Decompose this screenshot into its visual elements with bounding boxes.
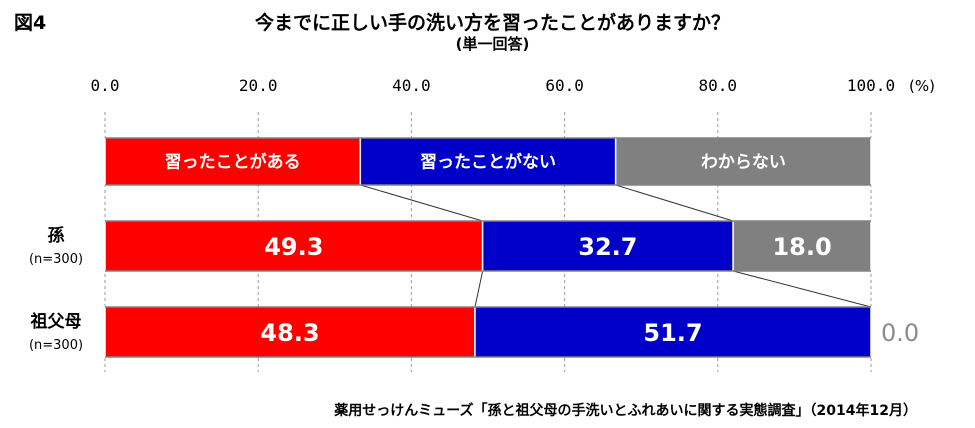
connector-line [475,271,483,307]
category-sample-size: (n=300) [29,338,83,353]
source-note: 薬用せっけんミューズ「孫と祖父母の手洗いとふれあいに関する実態調査」（2014年… [334,400,917,420]
x-tick-label: 40.0 [392,76,431,95]
x-tick-label: 100.0 [847,76,895,95]
x-tick-label: 0.0 [91,76,120,95]
x-tick-label: 20.0 [239,76,278,95]
data-label-zero: 0.0 [881,319,919,347]
connector-line [360,185,482,221]
unit-label: (%) [909,77,935,95]
data-label: 48.3 [260,319,319,347]
x-tick-label: 80.0 [699,76,738,95]
legend-label: 習ったことがない [420,152,556,173]
connector-line [616,185,733,221]
legend-label: 習ったことがある [165,152,301,173]
data-label: 18.0 [772,233,831,261]
connector-line [733,271,871,307]
category-sample-size: (n=300) [29,252,83,267]
x-axis-ticks: 0.0 20.0 40.0 60.0 80.0 100.0 (%) [91,76,935,95]
data-label: 32.7 [578,233,637,261]
category-label: 祖父母 [30,311,82,332]
category-label: 孫 [48,225,65,246]
x-tick-label: 60.0 [545,76,584,95]
legend-label: わからない [701,153,786,173]
data-label: 49.3 [264,233,323,261]
data-label: 51.7 [643,319,702,347]
